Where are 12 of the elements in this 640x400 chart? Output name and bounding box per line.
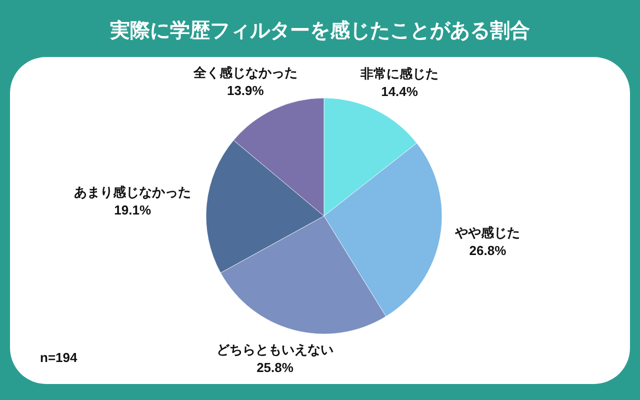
data-label: 25.8% [256,360,294,375]
chart-title: 実際に学歴フィルターを感じたことがある割合 [109,19,530,42]
slice-label: どちらともいえない [216,342,334,357]
slice-label: あまり感じなかった [74,184,192,200]
data-label: 13.9% [226,83,264,98]
text: n=194 [40,350,78,365]
slice-label: やや感じた [454,224,520,240]
data-label: 26.8% [469,242,507,258]
slice-label: 全く感じなかった [192,65,298,80]
data-label: 19.1% [114,202,152,218]
data-label: 14.4% [381,84,418,100]
slice-label: 非常に感じた [360,66,439,82]
